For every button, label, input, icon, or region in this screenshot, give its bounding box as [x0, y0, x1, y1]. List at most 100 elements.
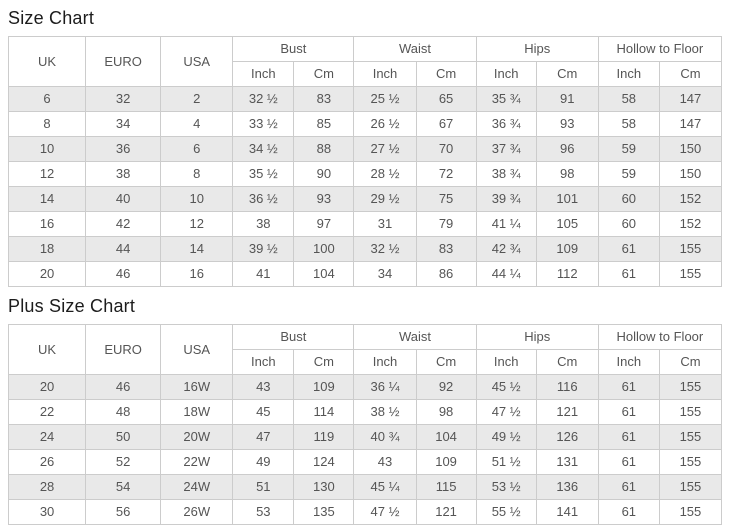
cell: 98 — [535, 161, 599, 187]
cell: 150 — [658, 161, 723, 187]
cell: 46 — [85, 261, 162, 287]
table-row: 14 40 10 36 ½ 93 29 ½ 75 39 ¾ 101 60 152 — [7, 186, 723, 212]
header-row-units: Inch Cm Inch Cm Inch Cm Inch Cm — [9, 61, 723, 87]
cell: 16W — [160, 374, 234, 400]
table-row: 20 46 16 41 104 34 86 44 ¼ 112 61 155 — [7, 261, 723, 287]
cell: 155 — [658, 374, 723, 400]
plus-size-chart-title: Plus Size Chart — [8, 296, 136, 316]
cell: 29 ½ — [353, 186, 417, 212]
cell: 155 — [658, 261, 723, 287]
cell: 155 — [658, 399, 723, 425]
cell: 53 — [232, 499, 295, 525]
cell: 39 ¾ — [475, 186, 537, 212]
table-row: 28 54 24W 51 130 45 ¼ 115 53 ½ 136 61 155 — [7, 474, 723, 500]
column-header: UK — [7, 324, 87, 375]
cell: 104 — [293, 261, 355, 287]
cell: 109 — [415, 449, 477, 475]
cell: 55 ½ — [475, 499, 537, 525]
cell: 26 — [7, 449, 87, 475]
cell: 36 ¼ — [353, 374, 417, 400]
cell: 42 ¾ — [475, 236, 537, 262]
column-header: USA — [160, 36, 234, 87]
cell: 65 — [415, 86, 477, 112]
cell: 4 — [160, 111, 234, 137]
cell: 114 — [293, 399, 355, 425]
column-header: EURO — [85, 324, 162, 375]
cell: 152 — [658, 186, 723, 212]
cell: 16 — [7, 211, 87, 237]
column-subheader: Cm — [415, 349, 477, 375]
cell: 43 — [353, 449, 417, 475]
cell: 155 — [658, 499, 723, 525]
header-row-groups: UK EURO USA Bust Waist Hips Hollow to Floor — [7, 36, 723, 87]
cell: 116 — [535, 374, 599, 400]
cell: 14 — [7, 186, 87, 212]
cell: 8 — [7, 111, 87, 137]
cell: 147 — [658, 86, 723, 112]
column-subheader: Cm — [415, 61, 477, 87]
column-subheader: Inch — [353, 61, 417, 87]
cell: 155 — [658, 236, 723, 262]
cell: 109 — [293, 374, 355, 400]
header-row-units: Inch Cm Inch Cm Inch Cm Inch Cm — [9, 349, 723, 375]
cell: 97 — [293, 211, 355, 237]
column-header: Waist — [353, 324, 477, 350]
size-charts-page: Size Chart UK EURO USA Bust Waist Hips Hollow … — [7, 8, 723, 525]
cell: 112 — [535, 261, 599, 287]
cell: 75 — [415, 186, 477, 212]
cell: 92 — [415, 374, 477, 400]
table-row: 12 38 8 35 ½ 90 28 ½ 72 38 ¾ 98 59 150 — [7, 161, 723, 187]
cell: 38 ¾ — [475, 161, 537, 187]
cell: 24W — [160, 474, 234, 500]
column-header: Hips — [475, 324, 599, 350]
cell: 2 — [160, 86, 234, 112]
size-chart-section: Size Chart UK EURO USA Bust Waist Hips Hollow … — [7, 8, 723, 287]
cell: 41 — [232, 261, 295, 287]
cell: 34 — [85, 111, 162, 137]
cell: 67 — [415, 111, 477, 137]
cell: 34 — [353, 261, 417, 287]
cell: 83 — [415, 236, 477, 262]
cell: 86 — [415, 261, 477, 287]
cell: 53 ½ — [475, 474, 537, 500]
cell: 124 — [293, 449, 355, 475]
column-subheader: Cm — [535, 349, 599, 375]
cell: 35 ¾ — [475, 86, 537, 112]
table-row: 30 56 26W 53 135 47 ½ 121 55 ½ 141 61 155 — [7, 499, 723, 525]
column-header: Hollow to Floor — [597, 324, 723, 350]
table-row: 8 34 4 33 ½ 85 26 ½ 67 36 ¾ 93 58 147 — [7, 111, 723, 137]
cell: 36 — [85, 136, 162, 162]
cell: 126 — [535, 424, 599, 450]
cell: 61 — [597, 399, 660, 425]
column-header: USA — [160, 324, 234, 375]
cell: 91 — [535, 86, 599, 112]
cell: 6 — [160, 136, 234, 162]
cell: 10 — [160, 186, 234, 212]
cell: 100 — [293, 236, 355, 262]
cell: 38 — [232, 211, 295, 237]
cell: 12 — [7, 161, 87, 187]
cell: 46 — [85, 374, 162, 400]
cell: 93 — [535, 111, 599, 137]
cell: 26W — [160, 499, 234, 525]
cell: 32 ½ — [353, 236, 417, 262]
cell: 44 ¼ — [475, 261, 537, 287]
table-row: 22 48 18W 45 114 38 ½ 98 47 ½ 121 61 155 — [7, 399, 723, 425]
cell: 61 — [597, 424, 660, 450]
column-header: Hollow to Floor — [597, 36, 723, 62]
cell: 42 — [85, 211, 162, 237]
cell: 10 — [7, 136, 87, 162]
cell: 22 — [7, 399, 87, 425]
cell: 45 ½ — [475, 374, 537, 400]
table-row: 16 42 12 38 97 31 79 41 ¼ 105 60 152 — [7, 211, 723, 237]
cell: 119 — [293, 424, 355, 450]
column-subheader: Cm — [658, 349, 723, 375]
cell: 26 ½ — [353, 111, 417, 137]
cell: 18 — [7, 236, 87, 262]
cell: 49 — [232, 449, 295, 475]
cell: 52 — [85, 449, 162, 475]
cell: 88 — [293, 136, 355, 162]
cell: 83 — [293, 86, 355, 112]
cell: 70 — [415, 136, 477, 162]
cell: 54 — [85, 474, 162, 500]
